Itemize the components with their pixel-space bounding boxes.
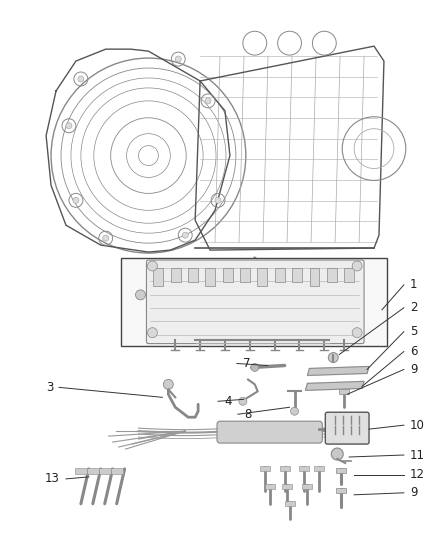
- Bar: [260, 466, 270, 471]
- Circle shape: [163, 379, 173, 389]
- Bar: [336, 468, 346, 473]
- Bar: [75, 468, 87, 474]
- Bar: [265, 484, 275, 489]
- Bar: [223, 268, 233, 282]
- Bar: [314, 466, 324, 471]
- Circle shape: [328, 352, 338, 362]
- Bar: [240, 268, 250, 282]
- Text: 7: 7: [243, 357, 251, 370]
- Text: 3: 3: [46, 381, 53, 394]
- Circle shape: [251, 364, 259, 372]
- Text: 1: 1: [410, 278, 417, 292]
- Circle shape: [215, 197, 221, 203]
- FancyBboxPatch shape: [146, 260, 364, 344]
- FancyBboxPatch shape: [325, 412, 369, 444]
- Bar: [285, 501, 294, 506]
- Bar: [292, 268, 302, 282]
- Bar: [344, 268, 354, 282]
- Circle shape: [135, 290, 145, 300]
- Circle shape: [78, 76, 84, 82]
- Circle shape: [148, 261, 157, 271]
- Bar: [99, 468, 111, 474]
- Text: 9: 9: [410, 486, 417, 499]
- Text: 13: 13: [45, 472, 60, 486]
- Bar: [87, 468, 99, 474]
- Polygon shape: [305, 382, 364, 390]
- Bar: [303, 484, 312, 489]
- Text: 9: 9: [410, 363, 417, 376]
- Circle shape: [148, 328, 157, 337]
- Text: 2: 2: [410, 301, 417, 314]
- Circle shape: [73, 197, 79, 203]
- Circle shape: [352, 261, 362, 271]
- Bar: [275, 268, 285, 282]
- Text: 12: 12: [410, 469, 425, 481]
- Bar: [111, 468, 123, 474]
- Circle shape: [239, 397, 247, 405]
- Bar: [171, 268, 181, 282]
- Circle shape: [352, 328, 362, 337]
- Bar: [282, 484, 292, 489]
- Circle shape: [175, 56, 181, 62]
- Bar: [153, 268, 163, 286]
- Circle shape: [182, 232, 188, 238]
- FancyBboxPatch shape: [217, 421, 322, 443]
- Bar: [205, 268, 215, 286]
- Bar: [339, 389, 349, 394]
- Circle shape: [205, 98, 211, 104]
- Bar: [327, 268, 337, 282]
- Bar: [258, 268, 268, 286]
- Text: 8: 8: [244, 408, 251, 421]
- Circle shape: [103, 235, 109, 241]
- Polygon shape: [307, 367, 369, 375]
- Bar: [336, 488, 346, 493]
- Text: 10: 10: [410, 418, 425, 432]
- Bar: [120, 258, 387, 345]
- Bar: [188, 268, 198, 282]
- Text: 4: 4: [224, 395, 231, 408]
- Circle shape: [290, 407, 298, 415]
- Circle shape: [66, 123, 72, 129]
- Text: 11: 11: [410, 448, 425, 462]
- Bar: [300, 466, 309, 471]
- Bar: [310, 268, 319, 286]
- Text: 5: 5: [410, 325, 417, 338]
- Circle shape: [331, 448, 343, 460]
- Text: 6: 6: [410, 345, 417, 358]
- Bar: [279, 466, 290, 471]
